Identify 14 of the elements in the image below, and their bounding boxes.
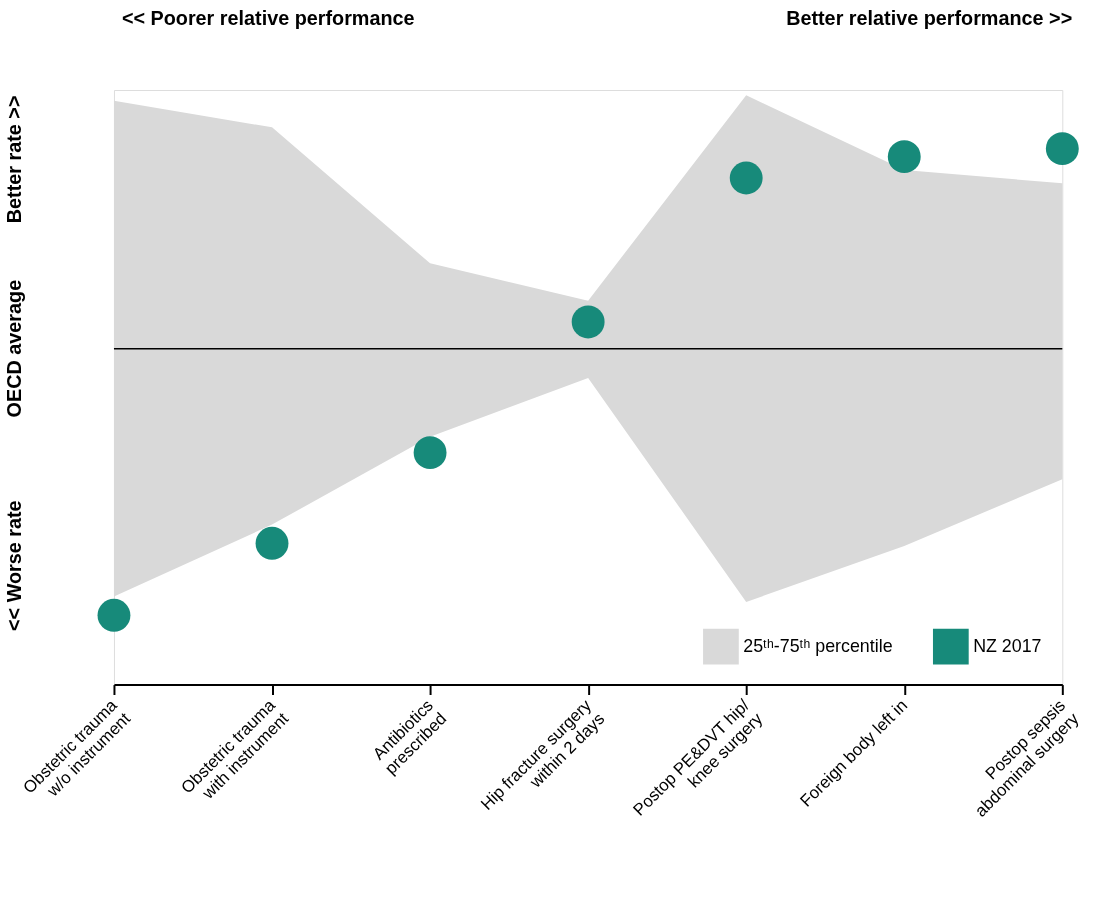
point bbox=[729, 161, 763, 195]
text: << Worse rate bbox=[2, 500, 25, 631]
text: Better rate >> bbox=[2, 95, 25, 224]
point bbox=[887, 140, 921, 174]
point bbox=[571, 305, 605, 339]
text: Better relative performance >> bbox=[786, 6, 1073, 29]
point bbox=[97, 598, 131, 632]
text: << Poorer relative performance bbox=[121, 6, 415, 29]
point bbox=[413, 436, 447, 470]
point bbox=[1045, 132, 1079, 166]
point bbox=[255, 526, 289, 560]
ref-line-label: OECD average bbox=[2, 279, 25, 418]
legend-label: 25ᵗʰ-75ᵗʰ percentile bbox=[743, 635, 893, 656]
legend-label: NZ 2017 bbox=[973, 635, 1042, 656]
